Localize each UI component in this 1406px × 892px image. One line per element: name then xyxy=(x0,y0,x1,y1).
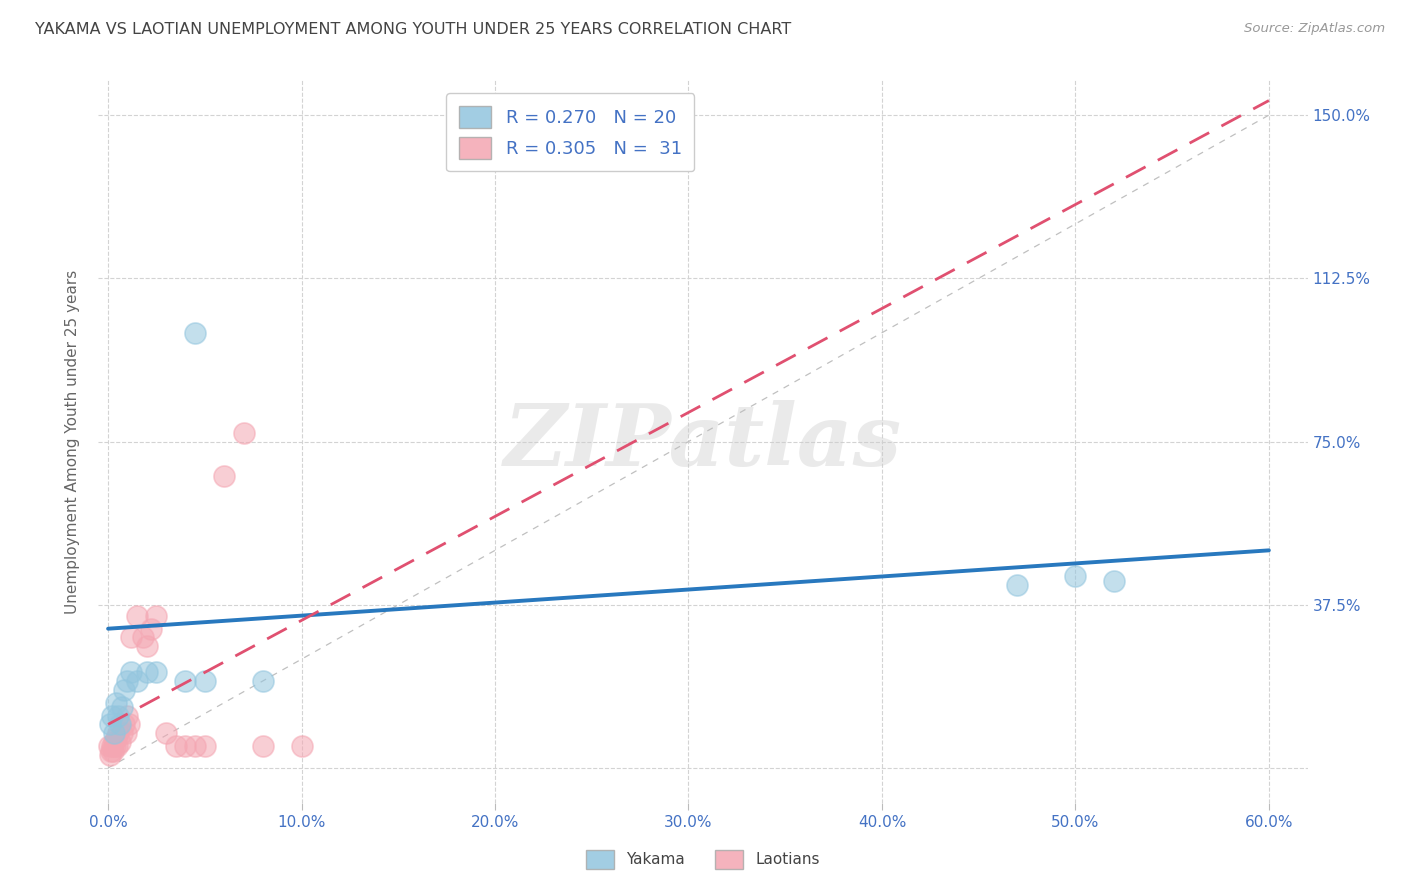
Point xyxy=(101,708,124,723)
Point xyxy=(127,673,149,688)
Point xyxy=(101,743,124,757)
Point xyxy=(120,631,142,645)
Point xyxy=(135,665,157,680)
Point xyxy=(120,665,142,680)
Point xyxy=(1007,578,1029,592)
Point xyxy=(103,735,125,749)
Point xyxy=(107,726,129,740)
Point xyxy=(212,469,235,483)
Point xyxy=(98,717,121,731)
Point xyxy=(184,739,207,754)
Point xyxy=(174,739,197,754)
Point xyxy=(98,747,121,762)
Point xyxy=(112,717,135,731)
Point xyxy=(155,726,177,740)
Legend: Yakama, Laotians: Yakama, Laotians xyxy=(581,844,825,875)
Point xyxy=(252,673,274,688)
Point xyxy=(117,673,139,688)
Point xyxy=(111,726,134,740)
Point xyxy=(165,739,187,754)
Point xyxy=(118,717,141,731)
Point xyxy=(135,639,157,653)
Point xyxy=(103,726,125,740)
Point xyxy=(111,700,134,714)
Point xyxy=(100,743,122,757)
Text: ZIPatlas: ZIPatlas xyxy=(503,400,903,483)
Point xyxy=(104,739,127,754)
Point xyxy=(1102,574,1125,588)
Point xyxy=(112,682,135,697)
Point xyxy=(105,739,128,754)
Point xyxy=(145,608,167,623)
Point xyxy=(1064,569,1087,583)
Point xyxy=(194,739,217,754)
Text: Source: ZipAtlas.com: Source: ZipAtlas.com xyxy=(1244,22,1385,36)
Point xyxy=(184,326,207,340)
Point xyxy=(114,726,136,740)
Point xyxy=(139,622,162,636)
Point xyxy=(290,739,312,754)
Point xyxy=(127,608,149,623)
Point xyxy=(98,739,121,754)
Y-axis label: Unemployment Among Youth under 25 years: Unemployment Among Youth under 25 years xyxy=(65,269,80,614)
Point xyxy=(117,708,139,723)
Point xyxy=(194,673,217,688)
Point xyxy=(232,425,254,440)
Point xyxy=(145,665,167,680)
Point xyxy=(107,708,129,723)
Point xyxy=(174,673,197,688)
Point xyxy=(252,739,274,754)
Point xyxy=(104,696,127,710)
Point xyxy=(101,739,124,754)
Point xyxy=(108,717,131,731)
Point xyxy=(132,631,155,645)
Text: YAKAMA VS LAOTIAN UNEMPLOYMENT AMONG YOUTH UNDER 25 YEARS CORRELATION CHART: YAKAMA VS LAOTIAN UNEMPLOYMENT AMONG YOU… xyxy=(35,22,792,37)
Point xyxy=(104,731,127,745)
Point xyxy=(108,735,131,749)
